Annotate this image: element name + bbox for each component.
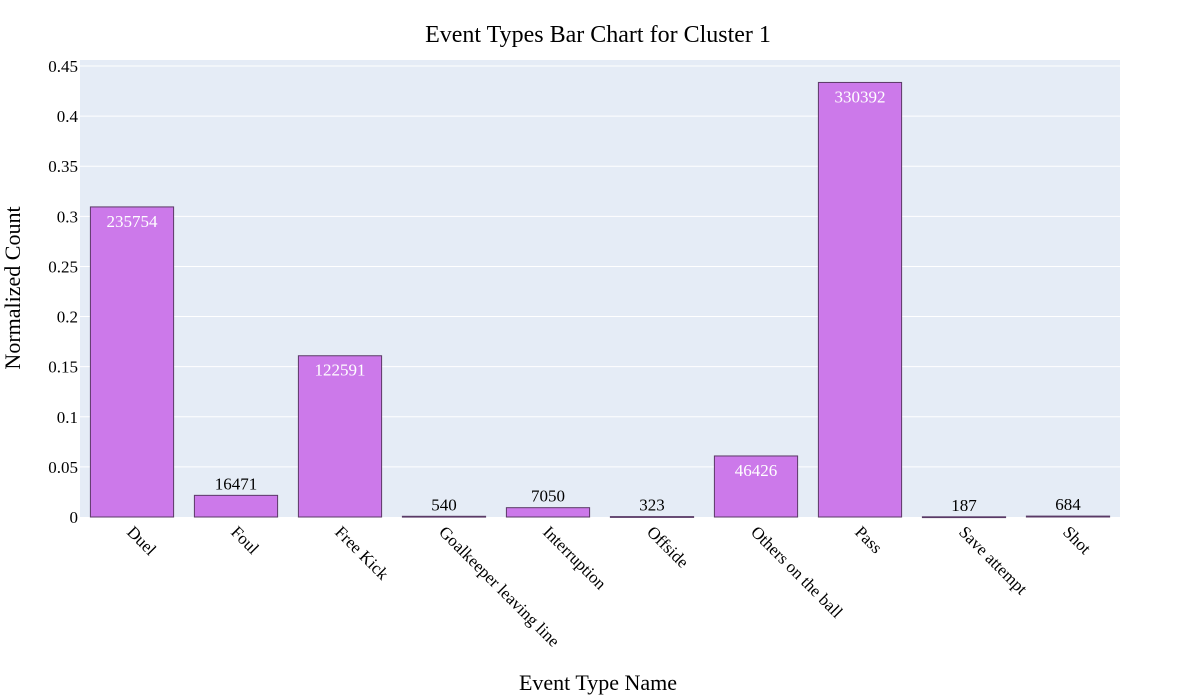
chart-title: Event Types Bar Chart for Cluster 1 bbox=[425, 22, 771, 48]
data-label: 122591 bbox=[315, 361, 366, 380]
data-label: 187 bbox=[951, 496, 977, 515]
y-tick-label: 0.2 bbox=[57, 308, 78, 327]
x-tick-label: Goalkeeper leaving line bbox=[435, 522, 563, 650]
y-tick-label: 0 bbox=[70, 508, 79, 527]
x-tick-label: Interruption bbox=[539, 522, 610, 593]
x-tick-label: Free Kick bbox=[331, 522, 393, 584]
data-label: 330392 bbox=[835, 87, 886, 106]
bar bbox=[817, 81, 903, 518]
y-tick-label: 0.4 bbox=[57, 107, 79, 126]
y-tick-label: 0.35 bbox=[48, 157, 78, 176]
data-label: 323 bbox=[639, 496, 665, 515]
data-label: 16471 bbox=[215, 474, 258, 493]
bar bbox=[713, 455, 799, 518]
y-axis-title: Normalized Count bbox=[0, 206, 25, 369]
data-label: 7050 bbox=[531, 487, 565, 506]
x-tick-label: Shot bbox=[1059, 522, 1095, 558]
data-label: 46426 bbox=[735, 461, 778, 480]
y-tick-label: 0.3 bbox=[57, 207, 78, 226]
y-tick-label: 0.25 bbox=[48, 257, 78, 276]
x-tick-label: Pass bbox=[851, 522, 886, 557]
gridlines bbox=[80, 65, 1120, 468]
bar bbox=[505, 507, 591, 518]
x-tick-label: Others on the ball bbox=[747, 522, 846, 621]
data-label: 684 bbox=[1055, 495, 1081, 514]
x-tick-label: Offside bbox=[643, 522, 692, 571]
data-label: 540 bbox=[431, 495, 457, 514]
y-axis-ticks: 0 0.05 0.1 0.15 0.2 0.25 0.3 0.35 0.4 0.45 bbox=[48, 57, 78, 527]
x-tick-label: Foul bbox=[227, 522, 263, 558]
bar bbox=[297, 355, 383, 518]
plot-background bbox=[80, 60, 1120, 517]
data-label: 235754 bbox=[107, 212, 159, 231]
x-tick-label: Duel bbox=[123, 522, 160, 559]
bar bbox=[193, 494, 279, 518]
bar bbox=[921, 516, 1007, 519]
bar bbox=[401, 515, 487, 518]
y-tick-label: 0.1 bbox=[57, 408, 78, 427]
y-tick-label: 0.45 bbox=[48, 57, 78, 76]
bar bbox=[1025, 515, 1111, 518]
bar bbox=[609, 516, 695, 518]
x-axis-ticks: Duel Foul Free Kick Goalkeeper leaving line… bbox=[123, 522, 1095, 650]
bars bbox=[89, 81, 1111, 519]
y-tick-label: 0.05 bbox=[48, 458, 78, 477]
y-tick-label: 0.15 bbox=[48, 358, 78, 377]
x-axis-title: Event Type Name bbox=[519, 670, 677, 695]
bar bbox=[89, 206, 175, 518]
x-tick-label: Save attempt bbox=[955, 522, 1031, 598]
data-labels: 235754 16471 122591 540 7050 323 46426 330392 18… bbox=[107, 87, 1082, 514]
